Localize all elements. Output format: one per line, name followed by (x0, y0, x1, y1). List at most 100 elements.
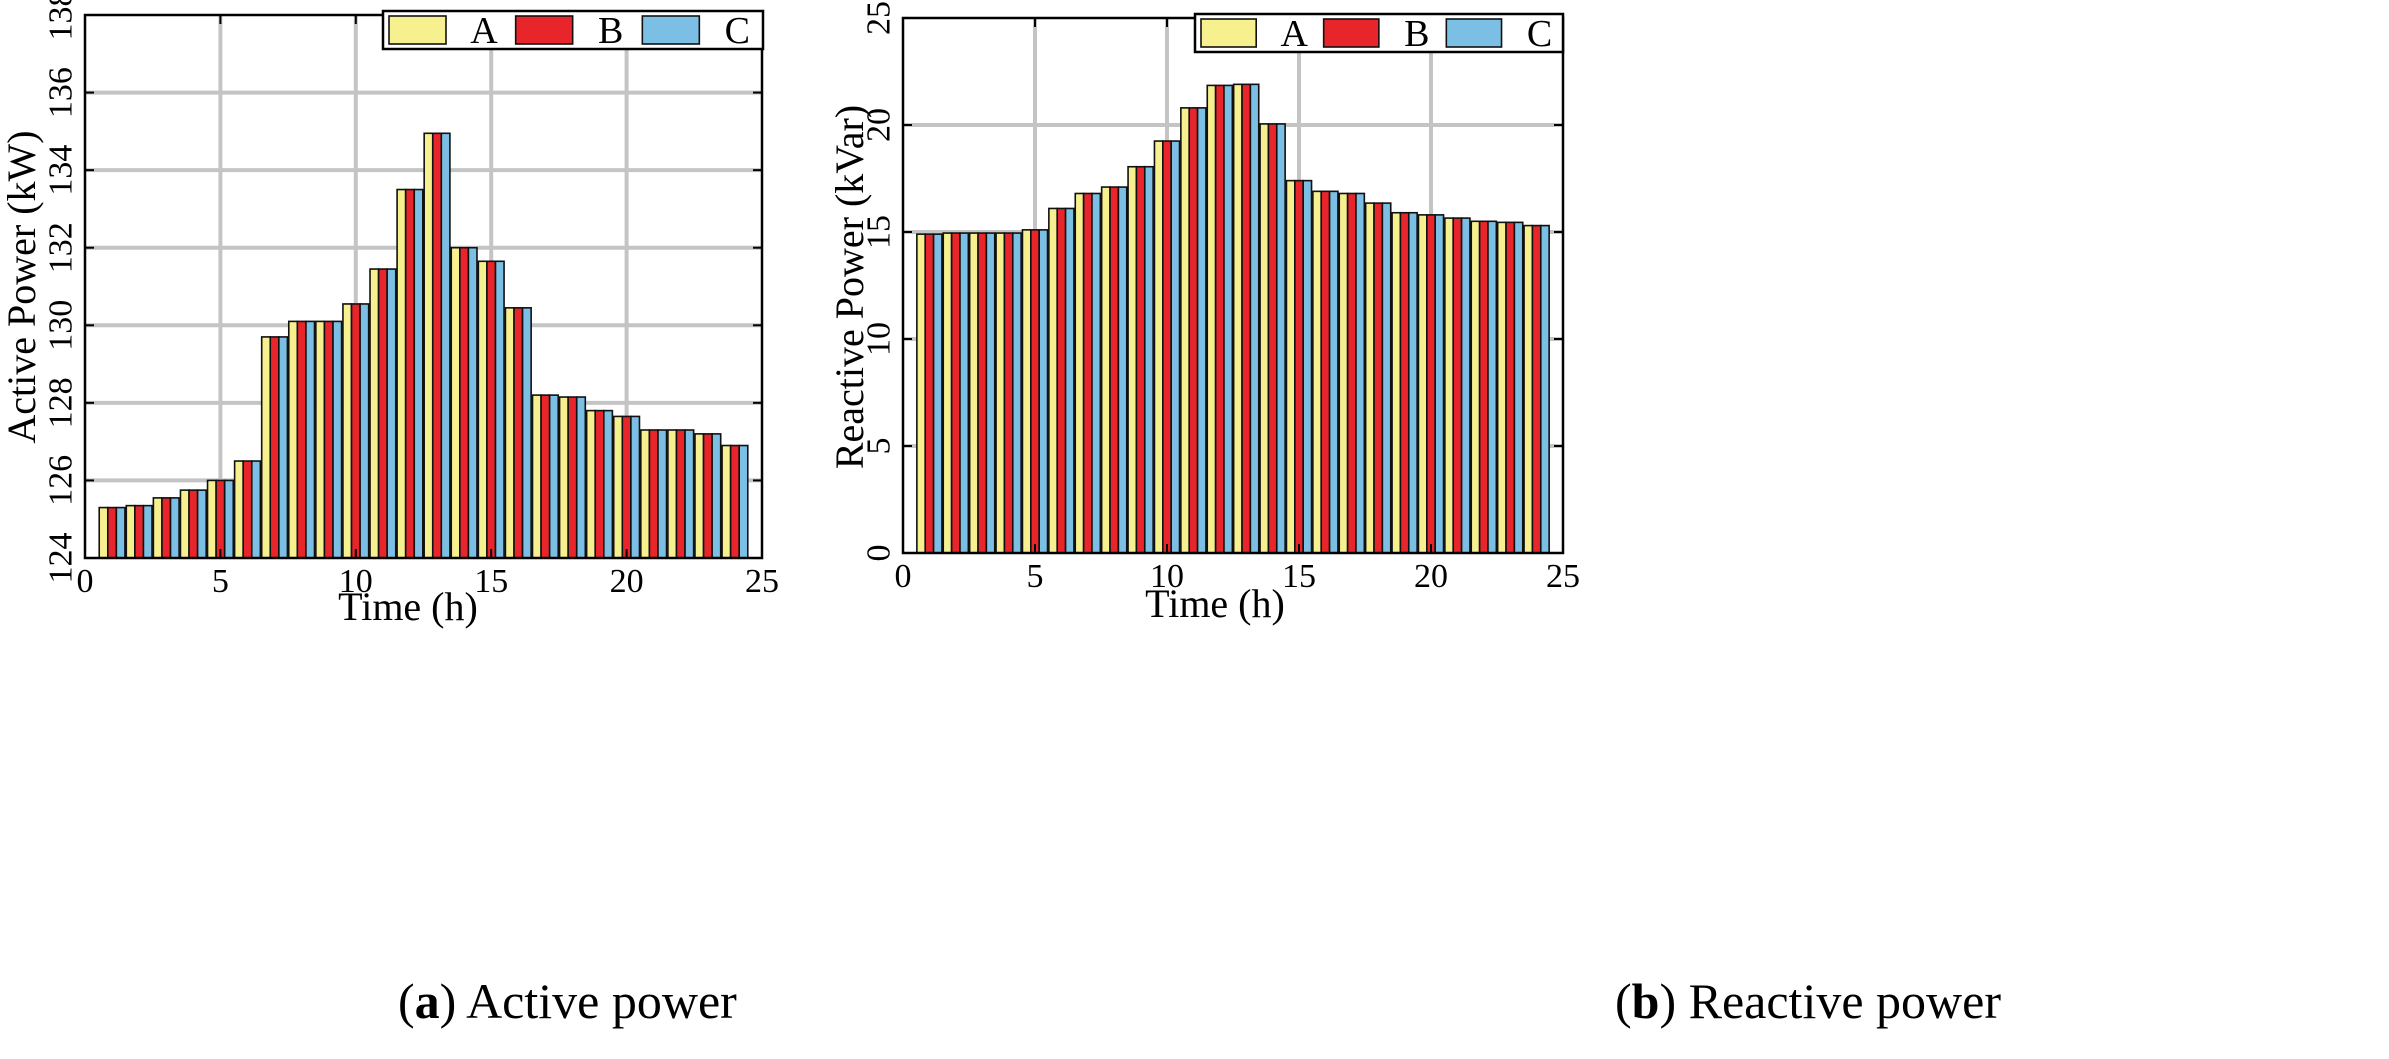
bar-a (1021, 229, 1032, 554)
bar-b (1188, 107, 1199, 554)
bar-b (323, 320, 334, 559)
legend-label-b: B (598, 10, 623, 52)
legend-label-b: B (1404, 13, 1429, 55)
x-tick-label: 25 (745, 563, 779, 600)
bar-b (702, 433, 713, 559)
legend: A B C (381, 9, 765, 52)
bar-c (1407, 211, 1418, 554)
bar-b (1294, 179, 1304, 554)
bar-c (1275, 123, 1286, 554)
bar-c (1091, 192, 1102, 554)
bar-c (630, 415, 641, 559)
bar-a (1523, 224, 1534, 554)
caption-b-text: Reactive power (1688, 973, 2001, 1029)
bar-a (1364, 202, 1375, 554)
legend-swatch-c (641, 15, 701, 45)
y-tick-label: 138 (43, 0, 80, 41)
bar-b (106, 506, 118, 559)
bar-a (667, 429, 678, 559)
x-tick-label: 5 (212, 563, 229, 600)
bar-a (1312, 190, 1323, 554)
chart-panel-b: 0 5 10 15 20 25 0 5 10 15 20 25 Time (h) Reactive Pow… (827, 1, 1580, 626)
bar-c (142, 504, 153, 559)
bar-b (459, 246, 470, 559)
x-tick-label: 20 (610, 563, 644, 600)
bar-b (1531, 224, 1542, 554)
y-tick-label: 15 (861, 215, 898, 249)
legend-label-a: A (1280, 13, 1308, 55)
bar-c (359, 303, 370, 559)
bar-c (1328, 190, 1339, 554)
y-tick-label: 20 (861, 108, 898, 142)
bar-a (942, 232, 953, 554)
bar-b (950, 232, 961, 554)
bar-a (450, 246, 461, 559)
legend-swatch-a (388, 15, 447, 45)
x-axis-label: Time (h) (338, 584, 478, 629)
bar-c (1434, 214, 1445, 554)
x-tick-label: 15 (1282, 558, 1316, 595)
bar-a (98, 506, 109, 559)
legend-label-c: C (725, 10, 750, 52)
bar-b (215, 479, 226, 559)
x-tick-label: 20 (1414, 558, 1448, 595)
bar-c (1539, 224, 1550, 554)
bar-b (594, 409, 605, 559)
bar-b (431, 132, 443, 559)
bar-b (1135, 165, 1146, 554)
bar-b (729, 444, 741, 559)
bar-b (621, 415, 632, 559)
caption-a: (a) Active power (398, 973, 737, 1029)
y-tick-label: 128 (43, 377, 80, 428)
bar-a (233, 460, 244, 559)
bar-a (612, 415, 624, 559)
bar-c (985, 232, 996, 554)
bar-b (1346, 192, 1357, 554)
bar-a (721, 444, 732, 559)
bar-a (260, 336, 272, 559)
legend-swatch-b (514, 15, 574, 45)
bar-b (648, 429, 659, 559)
bar-c (1460, 217, 1471, 554)
legend-swatch-a (1200, 18, 1258, 48)
y-tick-label: 5 (861, 438, 898, 455)
bar-a (477, 260, 488, 559)
x-tick-label: 5 (1027, 558, 1044, 595)
bar-c (1249, 83, 1260, 554)
bar-c (467, 246, 478, 559)
bar-a (315, 320, 326, 559)
bar-a (1496, 221, 1507, 554)
legend-swatch-c (1445, 18, 1503, 48)
y-tick-label: 10 (861, 322, 898, 356)
bar-b (1399, 211, 1410, 554)
x-tick-label: 0 (895, 558, 912, 595)
legend: A B C (1193, 12, 1565, 55)
bar-b (350, 303, 361, 559)
bar-b (977, 232, 988, 554)
bar-a (423, 132, 434, 559)
bar-a (1206, 84, 1217, 554)
bar-a (1153, 140, 1164, 554)
bar-a (694, 433, 705, 559)
bar-a (558, 396, 569, 559)
y-tick-label: 124 (43, 533, 80, 584)
bar-a (504, 307, 515, 559)
bar-c (738, 444, 749, 559)
bar-c (440, 132, 451, 559)
bar-a (369, 268, 380, 559)
bar-b (269, 336, 280, 559)
bar-c (1038, 229, 1049, 554)
bar-b (1267, 123, 1278, 554)
bar-c (575, 396, 587, 559)
bar-b (1030, 229, 1040, 554)
x-tick-label: 25 (1546, 558, 1580, 595)
bar-c (1223, 84, 1234, 554)
bar-c (1117, 186, 1128, 554)
bar-b (161, 497, 172, 559)
legend-label-c: C (1527, 13, 1552, 55)
bar-c (1011, 232, 1022, 554)
y-tick-label: 25 (861, 1, 898, 35)
bar-a (1048, 207, 1059, 554)
y-tick-label: 136 (43, 67, 80, 118)
bar-a (1338, 192, 1349, 554)
